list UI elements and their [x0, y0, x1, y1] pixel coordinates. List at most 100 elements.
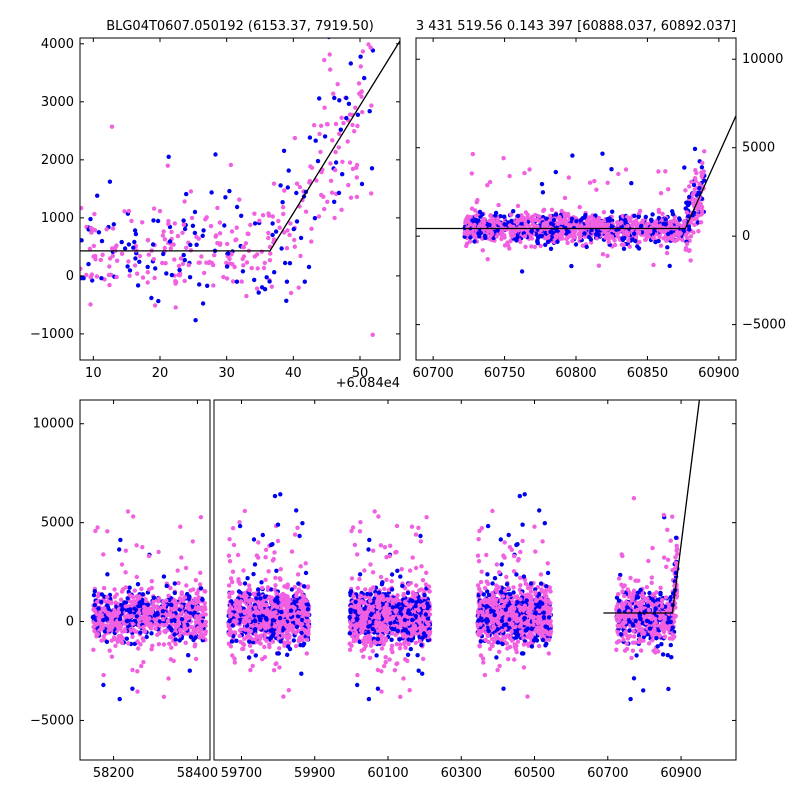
data-point	[149, 585, 154, 591]
data-point	[495, 219, 500, 224]
data-point	[307, 135, 313, 140]
data-point	[168, 246, 173, 251]
data-point	[566, 175, 571, 180]
data-point	[104, 623, 110, 628]
data-point	[175, 568, 180, 573]
data-point	[184, 191, 189, 197]
data-point	[284, 246, 290, 251]
data-point	[266, 213, 272, 218]
data-point	[344, 95, 349, 101]
data-point	[403, 645, 408, 650]
data-point	[303, 598, 309, 603]
data-point	[419, 587, 424, 592]
data-point	[247, 643, 253, 648]
data-point	[648, 229, 653, 234]
data-point	[178, 627, 183, 633]
data-point	[470, 218, 475, 223]
data-point	[227, 188, 232, 194]
data-point	[424, 570, 429, 575]
data-point	[539, 234, 544, 239]
data-point	[692, 146, 698, 152]
data-point	[161, 251, 166, 257]
data-point	[189, 215, 195, 221]
data-point	[226, 251, 231, 256]
data-point	[116, 634, 122, 639]
data-point	[295, 614, 301, 619]
data-point	[333, 121, 339, 127]
data-point	[155, 612, 160, 617]
data-point	[136, 646, 141, 651]
data-point	[113, 643, 118, 648]
data-point	[262, 287, 268, 292]
data-point	[192, 230, 198, 236]
data-point	[300, 617, 305, 623]
data-point	[621, 246, 627, 251]
data-point	[171, 599, 176, 604]
data-point	[162, 629, 167, 634]
data-point	[592, 223, 597, 228]
data-point	[212, 253, 217, 258]
data-point	[410, 590, 416, 595]
data-point	[138, 630, 143, 635]
data-point	[186, 653, 191, 658]
data-point	[587, 180, 593, 185]
data-point	[288, 608, 294, 613]
data-point	[269, 542, 274, 548]
data-point	[275, 538, 281, 544]
data-point	[93, 528, 98, 534]
data-point	[251, 571, 256, 577]
data-point	[383, 660, 388, 665]
data-point	[262, 644, 267, 650]
data-point	[275, 595, 280, 600]
data-point	[252, 277, 257, 283]
data-point	[262, 633, 268, 639]
data-point	[687, 194, 692, 200]
x-tick-label: 20	[152, 366, 169, 381]
data-point	[372, 596, 377, 601]
data-point	[674, 237, 680, 242]
data-point	[80, 238, 84, 243]
data-point	[666, 187, 671, 192]
data-point	[187, 594, 192, 599]
data-point	[687, 227, 692, 232]
data-point	[331, 91, 336, 96]
data-point	[234, 204, 240, 210]
data-point	[511, 231, 516, 236]
data-point	[691, 182, 697, 188]
data-point	[639, 223, 644, 229]
data-point	[303, 209, 309, 214]
data-point	[197, 260, 202, 265]
data-point	[257, 605, 263, 610]
data-point	[151, 604, 156, 610]
data-point	[398, 694, 403, 699]
data-point	[277, 646, 282, 651]
data-point	[99, 238, 105, 244]
data-point	[88, 216, 93, 222]
data-point	[303, 561, 308, 566]
model-line	[80, 40, 400, 252]
data-point	[564, 236, 569, 242]
data-point	[227, 627, 233, 632]
data-point	[105, 611, 111, 617]
data-point	[577, 235, 583, 241]
data-point	[322, 57, 327, 63]
data-point	[197, 635, 202, 640]
data-point	[98, 257, 104, 263]
data-point	[271, 603, 276, 609]
data-point	[191, 587, 196, 592]
data-point	[389, 643, 395, 648]
data-point	[684, 241, 690, 246]
data-point	[177, 596, 183, 601]
data-point	[141, 660, 146, 665]
data-point	[271, 668, 277, 673]
data-point	[518, 217, 523, 223]
data-point	[160, 609, 165, 614]
data-point	[247, 610, 252, 615]
data-point	[169, 645, 174, 650]
data-point	[92, 589, 98, 594]
data-point	[141, 608, 147, 613]
data-point	[553, 169, 558, 175]
data-point	[620, 228, 625, 233]
data-point	[134, 594, 140, 599]
data-point	[270, 639, 276, 644]
